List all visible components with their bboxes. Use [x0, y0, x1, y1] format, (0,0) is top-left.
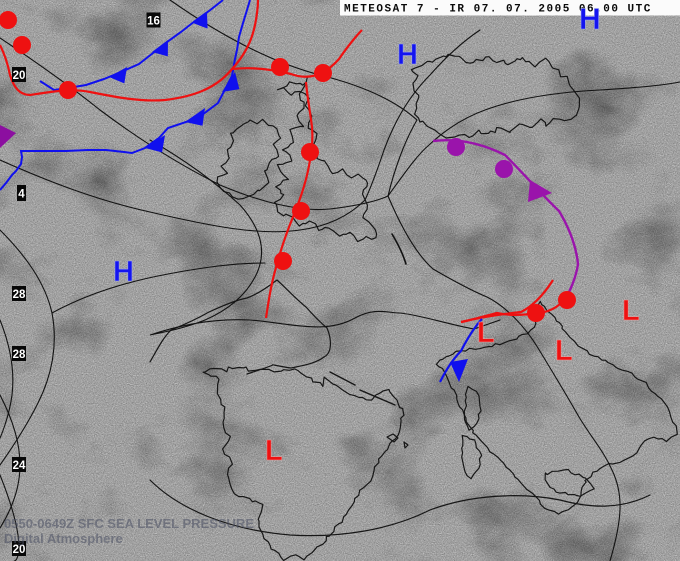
svg-text:28: 28 [13, 349, 26, 361]
svg-text:16: 16 [147, 16, 160, 28]
svg-text:20: 20 [13, 70, 26, 82]
svg-text:24: 24 [13, 460, 26, 472]
svg-text:0550-0649Z SFC SEA LEVEL PRESS: 0550-0649Z SFC SEA LEVEL PRESSURE [4, 516, 254, 531]
svg-text:L: L [622, 295, 640, 327]
svg-text:H: H [113, 256, 134, 288]
svg-text:Digital Atmosphere: Digital Atmosphere [4, 531, 123, 546]
svg-text:L: L [477, 317, 495, 349]
svg-text:METEOSAT 7 - IR 07. 07.: METEOSAT 7 - IR 07. 07. 2005 06.00 UTC [344, 4, 652, 16]
svg-text:L: L [265, 435, 283, 467]
svg-text:4: 4 [18, 189, 25, 201]
svg-text:L: L [555, 335, 573, 367]
svg-text:28: 28 [13, 289, 26, 301]
svg-text:H: H [579, 3, 601, 36]
svg-text:H: H [397, 39, 418, 71]
